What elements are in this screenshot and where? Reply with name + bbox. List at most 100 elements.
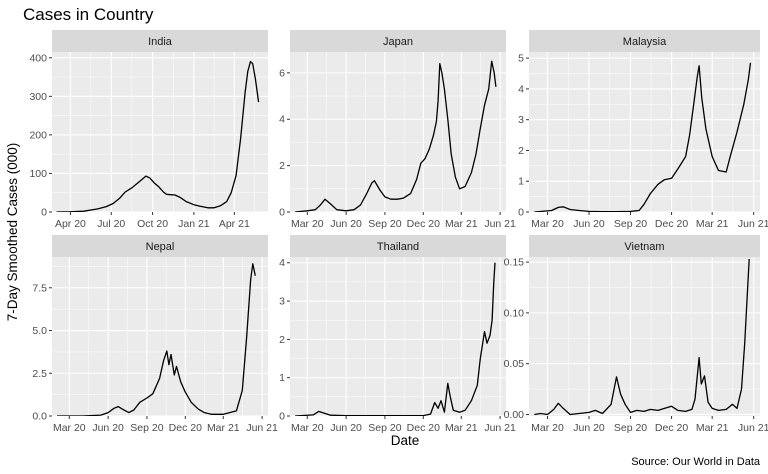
x-tick-label-nepal: Jun 20 [92, 422, 124, 434]
y-tick-label-japan: 6 [279, 67, 285, 79]
panel-inner-india [52, 52, 268, 212]
x-tick-label-vietnam: Jun 20 [573, 422, 605, 434]
x-tick-label-nepal: Jun 21 [246, 422, 278, 434]
x-tick-label-vietnam: Sep 20 [614, 422, 647, 434]
series-line-malaysia [534, 62, 752, 212]
strip-label-malaysia: Malaysia [623, 36, 667, 48]
panel-japan: Japan 0 2 4 6 Mar 20 Jun 20 Sep 20 Dec 20 Mar 21 J… [279, 30, 516, 230]
y-tick-label-vietnam: 0.00 [504, 409, 525, 421]
y-tick-label-malaysia: 5 [518, 53, 524, 65]
x-tick-label-japan: Mar 20 [291, 218, 324, 230]
y-tick-label-malaysia: 0 [518, 207, 524, 219]
y-tick-label-japan: 2 [279, 160, 285, 172]
x-tick-label-india: Oct 20 [137, 218, 168, 230]
source-caption: Source: Our World in Data [631, 456, 761, 468]
panel-thailand: Thailand 0 1 2 3 4 Mar 20 Jun 20 Sep 20 Dec 20 Mar… [279, 235, 516, 434]
x-tick-label-malaysia: Dec 20 [655, 218, 688, 230]
x-tick-label-vietnam: Mar 21 [696, 422, 729, 434]
series-line-thailand [295, 262, 496, 416]
x-tick-label-nepal: Mar 20 [53, 422, 86, 434]
panel-bg-nepal [52, 257, 268, 416]
x-tick-label-malaysia: Jun 20 [573, 218, 605, 230]
y-tick-label-nepal: 7.5 [32, 282, 47, 294]
y-tick-label-japan: 0 [279, 207, 285, 219]
series-line-nepal [57, 263, 256, 416]
y-tick-label-thailand: 2 [279, 334, 285, 346]
x-tick-label-vietnam: Mar 20 [531, 422, 564, 434]
x-tick-label-thailand: Sep 20 [368, 422, 401, 434]
strip-label-india: India [148, 36, 173, 48]
strip-thailand [290, 235, 506, 257]
y-tick-label-japan: 4 [279, 114, 285, 126]
x-tick-label-malaysia: Sep 20 [614, 218, 647, 230]
strip-label-nepal: Nepal [146, 241, 175, 253]
panel-vietnam: Vietnam 0.00 0.05 0.10 0.15 Mar 20 Jun 20 Sep 2… [504, 235, 768, 434]
y-tick-label-india: 300 [29, 91, 47, 103]
y-tick-label-thailand: 4 [279, 257, 285, 269]
x-tick-label-india: Jan 21 [178, 218, 210, 230]
y-axis-title: 7-Day Smoothed Cases (000) [5, 143, 20, 322]
series-line-vietnam [534, 258, 750, 416]
panel-inner-japan [290, 52, 506, 212]
panel-bg-japan [290, 52, 506, 212]
y-tick-label-malaysia: 3 [518, 114, 524, 126]
x-tick-label-thailand: Jun 21 [484, 422, 516, 434]
x-tick-label-malaysia: Mar 20 [531, 218, 564, 230]
strip-india [52, 30, 268, 52]
x-tick-label-japan: Sep 20 [368, 218, 401, 230]
strip-vietnam [529, 235, 760, 257]
panel-inner-thailand [290, 257, 506, 416]
series-line-japan [295, 60, 497, 212]
x-tick-label-vietnam: Dec 20 [655, 422, 688, 434]
x-tick-label-nepal: Mar 21 [207, 422, 240, 434]
y-tick-label-india: 400 [29, 52, 47, 64]
y-tick-label-thailand: 1 [279, 372, 285, 384]
chart-title: Cases in Country [23, 5, 154, 24]
y-tick-label-thailand: 0 [279, 411, 285, 423]
x-tick-label-japan: Jun 21 [484, 218, 516, 230]
x-tick-label-japan: Jun 20 [330, 218, 362, 230]
strip-malaysia [529, 30, 760, 52]
x-tick-label-vietnam: Jun 21 [738, 422, 768, 434]
panel-inner-malaysia [529, 52, 760, 212]
y-tick-label-vietnam: 0.15 [504, 257, 525, 269]
panel-inner-vietnam [529, 257, 760, 416]
strip-label-thailand: Thailand [377, 241, 419, 253]
x-tick-label-thailand: Mar 21 [445, 422, 478, 434]
y-tick-label-nepal: 2.5 [32, 368, 47, 380]
x-tick-label-india: Apr 20 [55, 218, 86, 230]
y-tick-label-vietnam: 0.05 [504, 358, 525, 370]
series-line-india [56, 60, 260, 212]
x-tick-label-malaysia: Mar 21 [696, 218, 729, 230]
x-tick-label-india: Apr 21 [219, 218, 250, 230]
panel-india: India 0 100 200 300 400 Apr 20 Jul 20 Oct 20 Jan … [29, 30, 268, 230]
y-tick-label-vietnam: 0.10 [504, 307, 525, 319]
panel-bg-vietnam [529, 257, 760, 416]
x-tick-label-nepal: Dec 20 [169, 422, 202, 434]
y-tick-label-india: 0 [41, 207, 47, 219]
y-tick-label-india: 100 [29, 168, 47, 180]
strip-nepal [52, 235, 268, 257]
y-tick-label-malaysia: 4 [518, 83, 524, 95]
x-axis-title: Date [391, 433, 420, 448]
panel-bg-thailand [290, 257, 506, 416]
panel-inner-nepal [52, 257, 268, 416]
panel-bg-india [52, 52, 268, 212]
x-tick-label-thailand: Dec 20 [407, 422, 440, 434]
strip-japan [290, 30, 506, 52]
y-tick-label-india: 200 [29, 129, 47, 141]
y-tick-label-malaysia: 1 [518, 176, 524, 188]
x-tick-label-malaysia: Jun 21 [738, 218, 768, 230]
y-tick-label-nepal: 5.0 [32, 325, 47, 337]
y-tick-label-thailand: 3 [279, 296, 285, 308]
x-tick-label-japan: Dec 20 [407, 218, 440, 230]
x-tick-label-nepal: Sep 20 [130, 422, 163, 434]
x-tick-label-thailand: Jun 20 [330, 422, 362, 434]
panel-malaysia: Malaysia 0 1 2 3 4 5 Mar 20 Jun 20 Sep 20 Dec 20 Ma… [518, 30, 768, 230]
panel-nepal: Nepal 0.0 2.5 5.0 7.5 Mar 20 Jun 20 Sep 20 Dec 2… [32, 235, 278, 434]
panel-bg-malaysia [529, 52, 760, 212]
x-tick-label-thailand: Mar 20 [291, 422, 324, 434]
strip-label-japan: Japan [383, 36, 413, 48]
